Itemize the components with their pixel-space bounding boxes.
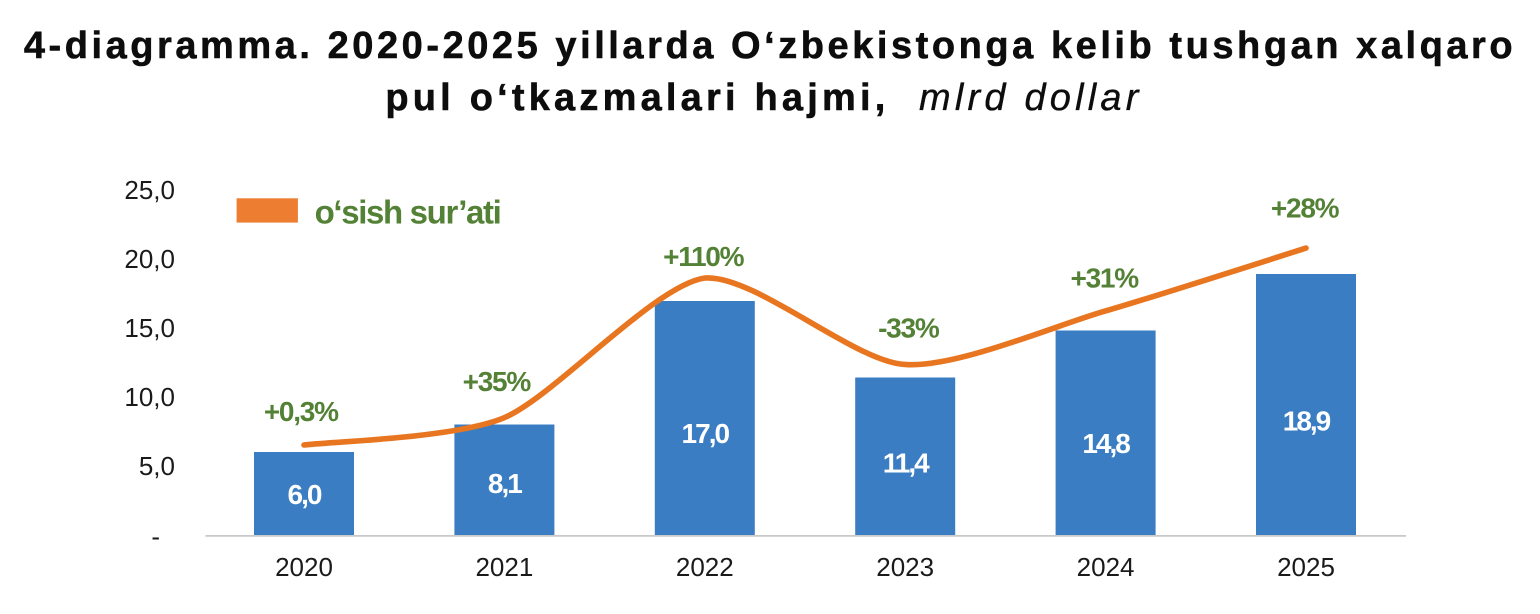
svg-text:25,0: 25,0 bbox=[124, 175, 175, 205]
svg-text:2025: 2025 bbox=[1277, 552, 1335, 582]
svg-text:+28%: +28% bbox=[1271, 193, 1340, 224]
svg-text:14,8: 14,8 bbox=[1082, 428, 1130, 459]
svg-text:-: - bbox=[151, 521, 160, 551]
svg-text:8,1: 8,1 bbox=[488, 468, 522, 499]
svg-text:+31%: +31% bbox=[1070, 263, 1139, 294]
svg-text:20,0: 20,0 bbox=[124, 244, 175, 274]
svg-text:2021: 2021 bbox=[475, 552, 533, 582]
svg-text:10,0: 10,0 bbox=[124, 382, 175, 412]
svg-text:2024: 2024 bbox=[1077, 552, 1135, 582]
svg-text:2022: 2022 bbox=[676, 552, 734, 582]
svg-text:+110%: +110% bbox=[663, 241, 745, 272]
svg-text:5,0: 5,0 bbox=[139, 451, 175, 481]
svg-text:2020: 2020 bbox=[275, 552, 333, 582]
svg-text:+35%: +35% bbox=[463, 366, 532, 397]
svg-text:15,0: 15,0 bbox=[124, 313, 175, 343]
svg-text:+0,3%: +0,3% bbox=[264, 396, 339, 427]
svg-text:6,0: 6,0 bbox=[288, 479, 322, 510]
svg-text:18,9: 18,9 bbox=[1283, 406, 1331, 437]
svg-text:o‘sish sur’ati: o‘sish sur’ati bbox=[315, 194, 501, 231]
svg-text:17,0: 17,0 bbox=[682, 418, 730, 449]
svg-text:11,4: 11,4 bbox=[883, 448, 930, 479]
svg-text:2023: 2023 bbox=[876, 552, 934, 582]
svg-text:-33%: -33% bbox=[878, 313, 940, 344]
